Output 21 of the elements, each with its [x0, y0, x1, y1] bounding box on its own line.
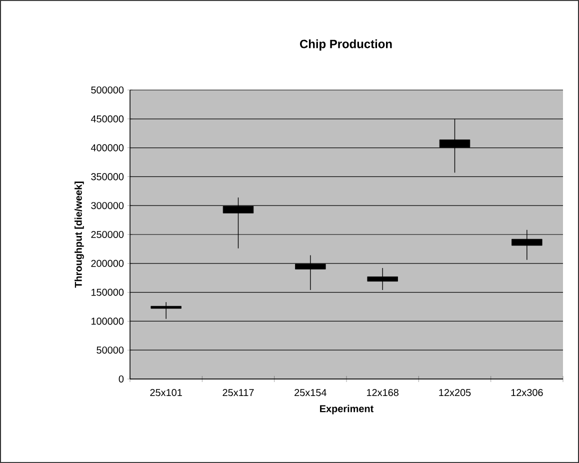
y-tick-label: 0 [118, 375, 124, 383]
candlestick [150, 302, 182, 320]
y-tick-label: 250000 [91, 230, 124, 238]
x-tick-label: 25x154 [294, 389, 326, 396]
x-tick-label: 25x101 [150, 389, 182, 396]
x-tick-label: 12x306 [511, 389, 543, 396]
y-tick-label: 150000 [92, 288, 124, 296]
y-tick-label: 300000 [91, 202, 124, 210]
chart-title: Chip Production [300, 39, 392, 51]
x-tick-label: 25x117 [222, 389, 254, 396]
y-tick-label: 350000 [91, 173, 124, 180]
x-axis-title: Experiment [320, 404, 374, 414]
y-tick-label: 400000 [90, 144, 124, 152]
y-tick-label: 500000 [91, 86, 124, 94]
y-tick-label: 450000 [90, 115, 124, 122]
y-tick-label: 100000 [92, 318, 124, 325]
x-tick-label: 12x168 [367, 389, 398, 396]
y-tick-label: 50000 [96, 346, 124, 354]
y-tick-label: 200000 [91, 260, 124, 267]
y-axis-title: Throughput [die/week] [74, 182, 84, 288]
x-tick-label: 12x205 [439, 389, 471, 396]
